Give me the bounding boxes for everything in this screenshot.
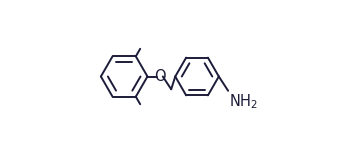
Text: O: O <box>154 69 166 84</box>
Text: NH$_2$: NH$_2$ <box>229 93 258 111</box>
